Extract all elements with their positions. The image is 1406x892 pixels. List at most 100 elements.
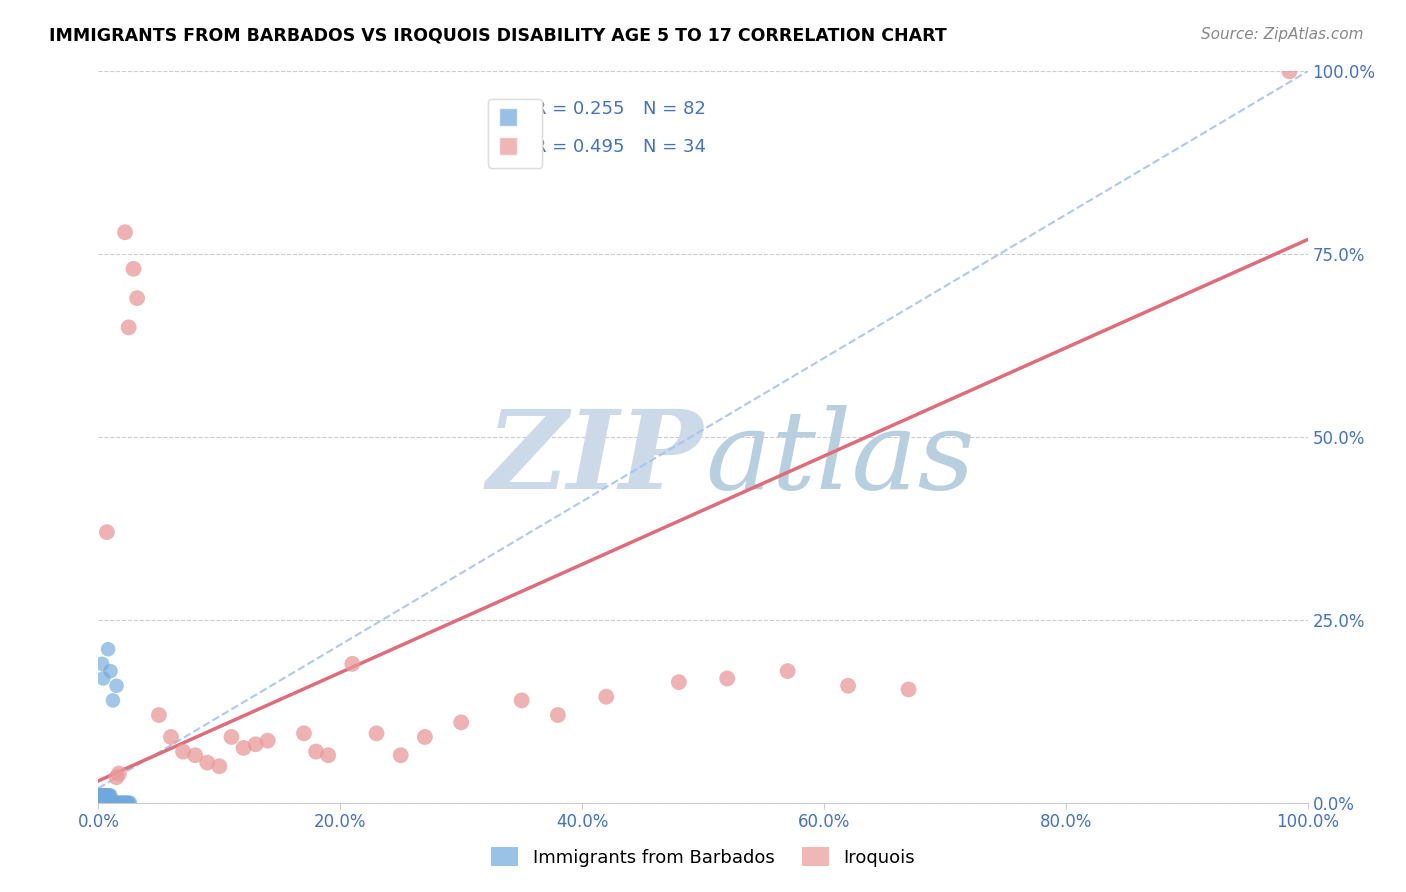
Point bbox=[94, 789, 117, 803]
Point bbox=[256, 733, 278, 747]
Point bbox=[776, 664, 799, 678]
Point bbox=[389, 748, 412, 763]
Point bbox=[96, 796, 118, 810]
Point bbox=[221, 730, 243, 744]
Point bbox=[108, 766, 131, 780]
Point bbox=[101, 693, 124, 707]
Point bbox=[208, 759, 231, 773]
Point bbox=[89, 796, 111, 810]
Text: IMMIGRANTS FROM BARBADOS VS IROQUOIS DISABILITY AGE 5 TO 17 CORRELATION CHART: IMMIGRANTS FROM BARBADOS VS IROQUOIS DIS… bbox=[49, 27, 948, 45]
Point bbox=[148, 708, 170, 723]
Point bbox=[90, 796, 112, 810]
Point bbox=[118, 796, 141, 810]
Point bbox=[104, 796, 127, 810]
Point bbox=[450, 715, 472, 730]
Point bbox=[89, 789, 111, 803]
Point bbox=[91, 672, 114, 686]
Point bbox=[292, 726, 315, 740]
Point bbox=[547, 708, 569, 723]
Point bbox=[108, 796, 131, 810]
Point bbox=[89, 796, 111, 810]
Legend: Immigrants from Barbados, Iroquois: Immigrants from Barbados, Iroquois bbox=[484, 840, 922, 874]
Text: R = 0.495: R = 0.495 bbox=[534, 138, 624, 156]
Point bbox=[107, 796, 129, 810]
Point bbox=[118, 320, 141, 334]
Point bbox=[117, 796, 139, 810]
Legend: , : , bbox=[488, 99, 543, 168]
Point bbox=[89, 796, 111, 810]
Point bbox=[96, 525, 118, 540]
Point bbox=[366, 726, 388, 740]
Point bbox=[100, 664, 122, 678]
Point bbox=[110, 796, 132, 810]
Point bbox=[89, 796, 111, 810]
Point bbox=[127, 291, 149, 305]
Point bbox=[245, 737, 267, 751]
Point bbox=[89, 796, 111, 810]
Point bbox=[89, 789, 111, 803]
Point bbox=[510, 693, 533, 707]
Text: ZIP: ZIP bbox=[486, 405, 703, 513]
Point bbox=[316, 748, 339, 763]
Point bbox=[413, 730, 436, 744]
Point bbox=[89, 796, 111, 810]
Point bbox=[94, 789, 117, 803]
Point bbox=[91, 796, 114, 810]
Point bbox=[89, 796, 111, 810]
Point bbox=[716, 672, 738, 686]
Point bbox=[98, 796, 121, 810]
Point bbox=[105, 770, 128, 784]
Point bbox=[93, 789, 115, 803]
Point bbox=[89, 796, 111, 810]
Point bbox=[103, 796, 125, 810]
Point bbox=[100, 789, 122, 803]
Point bbox=[89, 796, 111, 810]
Point bbox=[114, 796, 136, 810]
Point bbox=[108, 796, 131, 810]
Point bbox=[89, 796, 111, 810]
Point bbox=[89, 796, 111, 810]
Point bbox=[89, 796, 111, 810]
Point bbox=[89, 789, 111, 803]
Point bbox=[98, 789, 121, 803]
Point bbox=[837, 679, 859, 693]
Point bbox=[89, 796, 111, 810]
Point bbox=[90, 796, 112, 810]
Point bbox=[89, 796, 111, 810]
Point bbox=[90, 796, 112, 810]
Point bbox=[97, 796, 120, 810]
Point bbox=[89, 796, 111, 810]
Point bbox=[90, 796, 112, 810]
Point bbox=[97, 789, 120, 803]
Point bbox=[91, 789, 114, 803]
Point bbox=[100, 796, 122, 810]
Point bbox=[89, 796, 111, 810]
Point bbox=[90, 796, 112, 810]
Point bbox=[668, 675, 690, 690]
Point bbox=[195, 756, 218, 770]
Point bbox=[89, 796, 111, 810]
Point bbox=[112, 796, 135, 810]
Point bbox=[232, 740, 254, 755]
Point bbox=[172, 745, 194, 759]
Point bbox=[111, 796, 134, 810]
Text: N = 34: N = 34 bbox=[643, 138, 706, 156]
Point bbox=[91, 796, 114, 810]
Point bbox=[97, 642, 120, 657]
Point bbox=[90, 789, 112, 803]
Point bbox=[89, 796, 111, 810]
Point bbox=[91, 657, 114, 671]
Point bbox=[90, 789, 112, 803]
Point bbox=[89, 796, 111, 810]
Point bbox=[105, 796, 128, 810]
Text: N = 82: N = 82 bbox=[643, 101, 706, 119]
Point bbox=[105, 679, 128, 693]
Point bbox=[93, 796, 115, 810]
Point bbox=[91, 796, 114, 810]
Point bbox=[89, 796, 111, 810]
Point bbox=[91, 796, 114, 810]
Point bbox=[115, 796, 138, 810]
Point bbox=[100, 796, 122, 810]
Point bbox=[101, 796, 124, 810]
Text: R = 0.255: R = 0.255 bbox=[534, 101, 624, 119]
